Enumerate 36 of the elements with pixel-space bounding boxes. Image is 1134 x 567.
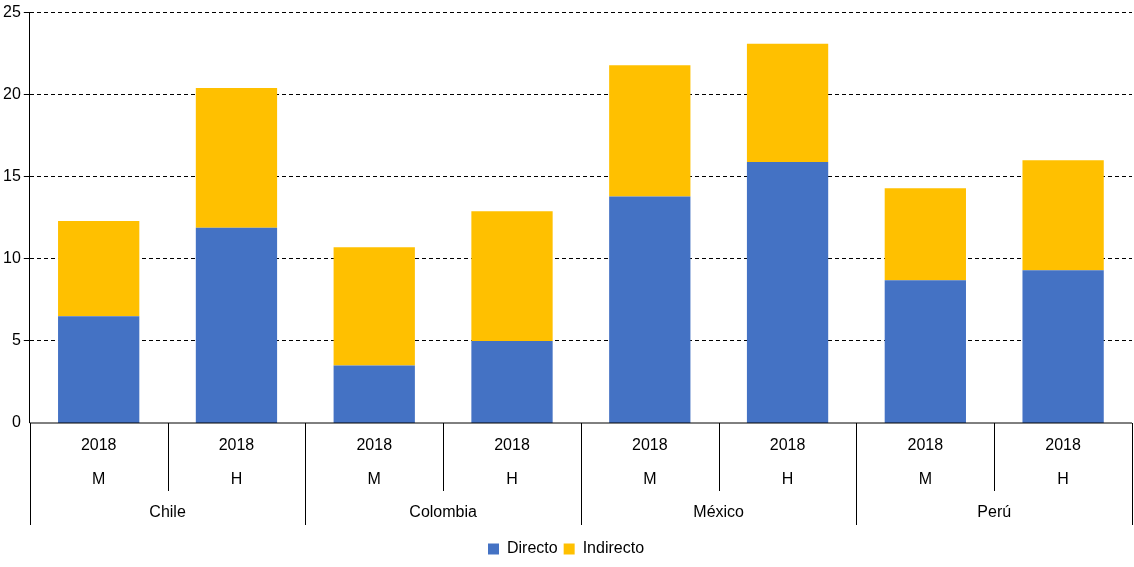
y-tick-label: 10	[3, 249, 21, 267]
bar	[884, 188, 966, 281]
x-tick-label: 2018 H	[769, 436, 806, 487]
x-tick-label: 2018 M	[631, 436, 668, 487]
bar	[333, 247, 415, 366]
x-tick-label: 2018 M	[80, 436, 117, 487]
y-tick-label: 25	[3, 3, 21, 21]
bar	[471, 340, 553, 423]
x-tick-label: 2018 H	[494, 436, 530, 487]
bar	[58, 316, 140, 423]
bar	[1022, 270, 1104, 423]
bar	[746, 43, 829, 162]
x-tick-label: 2018 H	[1045, 436, 1082, 487]
bar	[471, 211, 553, 341]
bar	[609, 196, 691, 423]
y-tick-label: 5	[11, 331, 21, 349]
bar	[333, 365, 415, 423]
legend-label: Indirecto	[582, 539, 645, 557]
text: México	[693, 503, 745, 521]
bar	[195, 88, 278, 228]
bar	[746, 161, 829, 423]
x-tick-label: 2018 H	[218, 436, 255, 487]
bar	[1022, 160, 1104, 271]
bar	[195, 227, 278, 423]
text: Chile	[149, 503, 186, 521]
x-tick-label: 2018 M	[356, 436, 393, 487]
legend-label: Directo	[506, 539, 558, 557]
bar	[609, 65, 691, 197]
text: Colombia	[409, 503, 478, 521]
y-tick-label: 0	[11, 413, 21, 431]
y-tick-label: 20	[3, 85, 21, 103]
text: Perú	[977, 503, 1012, 521]
bar	[58, 221, 140, 317]
x-tick-label: 2018 M	[907, 436, 944, 487]
bar	[884, 280, 966, 423]
y-tick-label: 15	[3, 167, 21, 185]
